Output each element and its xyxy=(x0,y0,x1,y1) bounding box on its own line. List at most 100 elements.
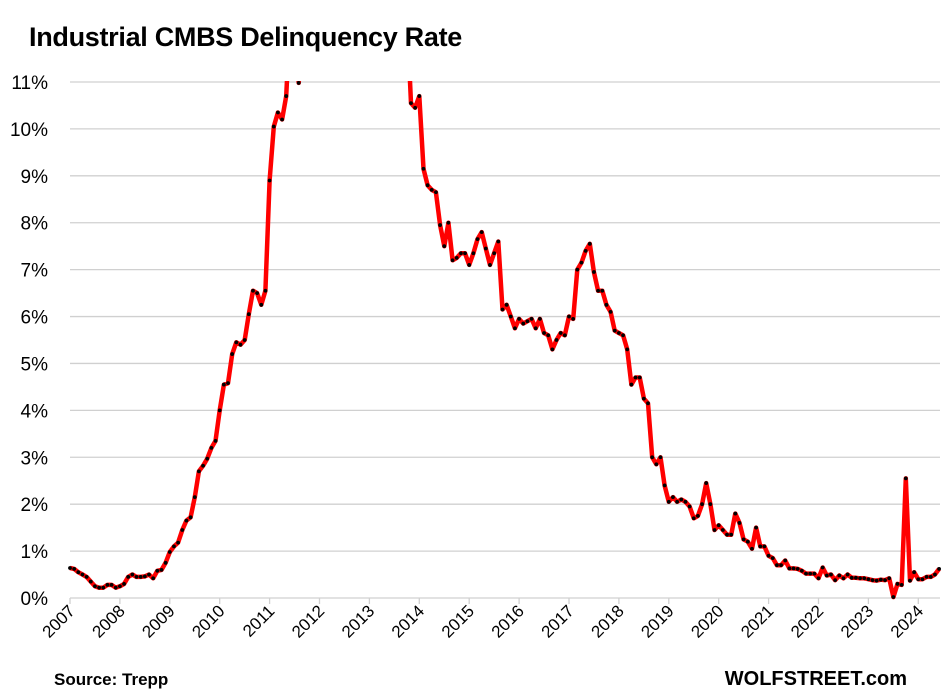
data-point xyxy=(546,333,551,338)
data-point xyxy=(496,239,501,244)
y-tick-label: 9% xyxy=(21,167,49,188)
data-point xyxy=(608,309,613,314)
data-point xyxy=(421,166,426,171)
data-point xyxy=(521,321,526,326)
data-point xyxy=(255,291,260,295)
data-point xyxy=(172,544,176,549)
data-point xyxy=(671,495,675,500)
x-tick-label: 2017 xyxy=(538,601,578,641)
data-point xyxy=(737,521,742,525)
data-point xyxy=(720,528,725,532)
data-point xyxy=(238,342,243,347)
data-point xyxy=(234,340,239,345)
y-axis: 0% 1% 2% 3% 4% 5% 6% 7% 8% 9% 10% 11% xyxy=(10,73,48,610)
data-point xyxy=(845,572,850,577)
data-point xyxy=(159,567,164,572)
data-point xyxy=(654,462,659,467)
data-point xyxy=(84,574,89,579)
data-point xyxy=(276,110,280,115)
data-point xyxy=(163,560,168,565)
y-tick-label: 1% xyxy=(21,542,49,563)
data-point xyxy=(849,575,854,580)
data-point xyxy=(413,105,418,110)
data-point xyxy=(933,572,937,577)
data-point xyxy=(799,568,804,573)
x-tick-label: 2024 xyxy=(887,601,927,641)
data-point xyxy=(267,178,272,183)
data-point xyxy=(754,525,759,530)
data-point xyxy=(937,567,941,571)
data-point xyxy=(762,544,767,549)
data-point xyxy=(167,550,172,554)
data-point xyxy=(554,338,559,342)
data-point xyxy=(567,314,571,319)
data-point xyxy=(683,499,688,504)
data-point xyxy=(899,582,904,587)
data-point xyxy=(126,574,131,579)
data-point xyxy=(122,582,126,586)
data-point xyxy=(770,556,775,561)
data-point xyxy=(230,352,235,356)
data-point xyxy=(176,540,181,545)
data-point xyxy=(820,565,825,570)
data-point xyxy=(633,375,638,380)
data-point xyxy=(550,347,555,352)
data-point xyxy=(542,331,546,335)
data-point xyxy=(488,263,492,267)
data-point xyxy=(118,584,122,589)
data-point xyxy=(93,584,97,589)
data-point xyxy=(920,577,925,582)
data-point xyxy=(271,124,276,129)
data-point xyxy=(650,455,655,460)
y-tick-label: 11% xyxy=(11,73,48,94)
data-point xyxy=(833,578,838,583)
data-point xyxy=(712,528,717,532)
data-point xyxy=(72,567,77,571)
data-point xyxy=(508,314,513,319)
x-tick-label: 2015 xyxy=(438,601,478,641)
x-tick-label: 2020 xyxy=(687,601,727,641)
data-point xyxy=(138,574,143,579)
data-point xyxy=(500,307,505,312)
source-note: Source: Trepp xyxy=(54,670,169,689)
data-point xyxy=(704,481,709,485)
data-point xyxy=(425,183,430,188)
x-tick-label: 2018 xyxy=(588,601,628,641)
y-tick-label: 4% xyxy=(21,401,49,422)
data-point xyxy=(434,190,438,195)
data-point xyxy=(458,251,463,256)
data-point xyxy=(679,497,684,502)
data-point xyxy=(517,316,521,321)
data-point xyxy=(147,572,151,577)
chart-title: Industrial CMBS Delinquency Rate xyxy=(29,22,462,52)
data-point xyxy=(205,456,210,461)
data-point xyxy=(729,532,734,537)
data-point xyxy=(783,558,788,563)
data-point xyxy=(924,574,929,579)
data-point xyxy=(483,246,488,251)
data-point xyxy=(529,316,534,321)
y-tick-label: 0% xyxy=(21,589,49,610)
data-point xyxy=(725,532,729,537)
data-point xyxy=(583,248,588,253)
data-point xyxy=(259,302,264,307)
data-point xyxy=(226,381,230,386)
x-tick-label: 2008 xyxy=(89,601,129,641)
data-point xyxy=(68,566,72,570)
data-point xyxy=(263,288,268,293)
data-point xyxy=(105,582,110,587)
x-tick-label: 2011 xyxy=(239,601,278,640)
data-point xyxy=(675,499,680,504)
data-point xyxy=(629,382,634,387)
data-point xyxy=(870,578,875,583)
data-point xyxy=(180,528,185,532)
data-point xyxy=(130,572,135,577)
data-point xyxy=(700,502,704,507)
data-point xyxy=(745,539,750,544)
data-point xyxy=(471,251,476,256)
data-point xyxy=(758,544,763,549)
data-point xyxy=(733,511,738,516)
data-point xyxy=(246,312,251,317)
data-point xyxy=(696,514,700,518)
